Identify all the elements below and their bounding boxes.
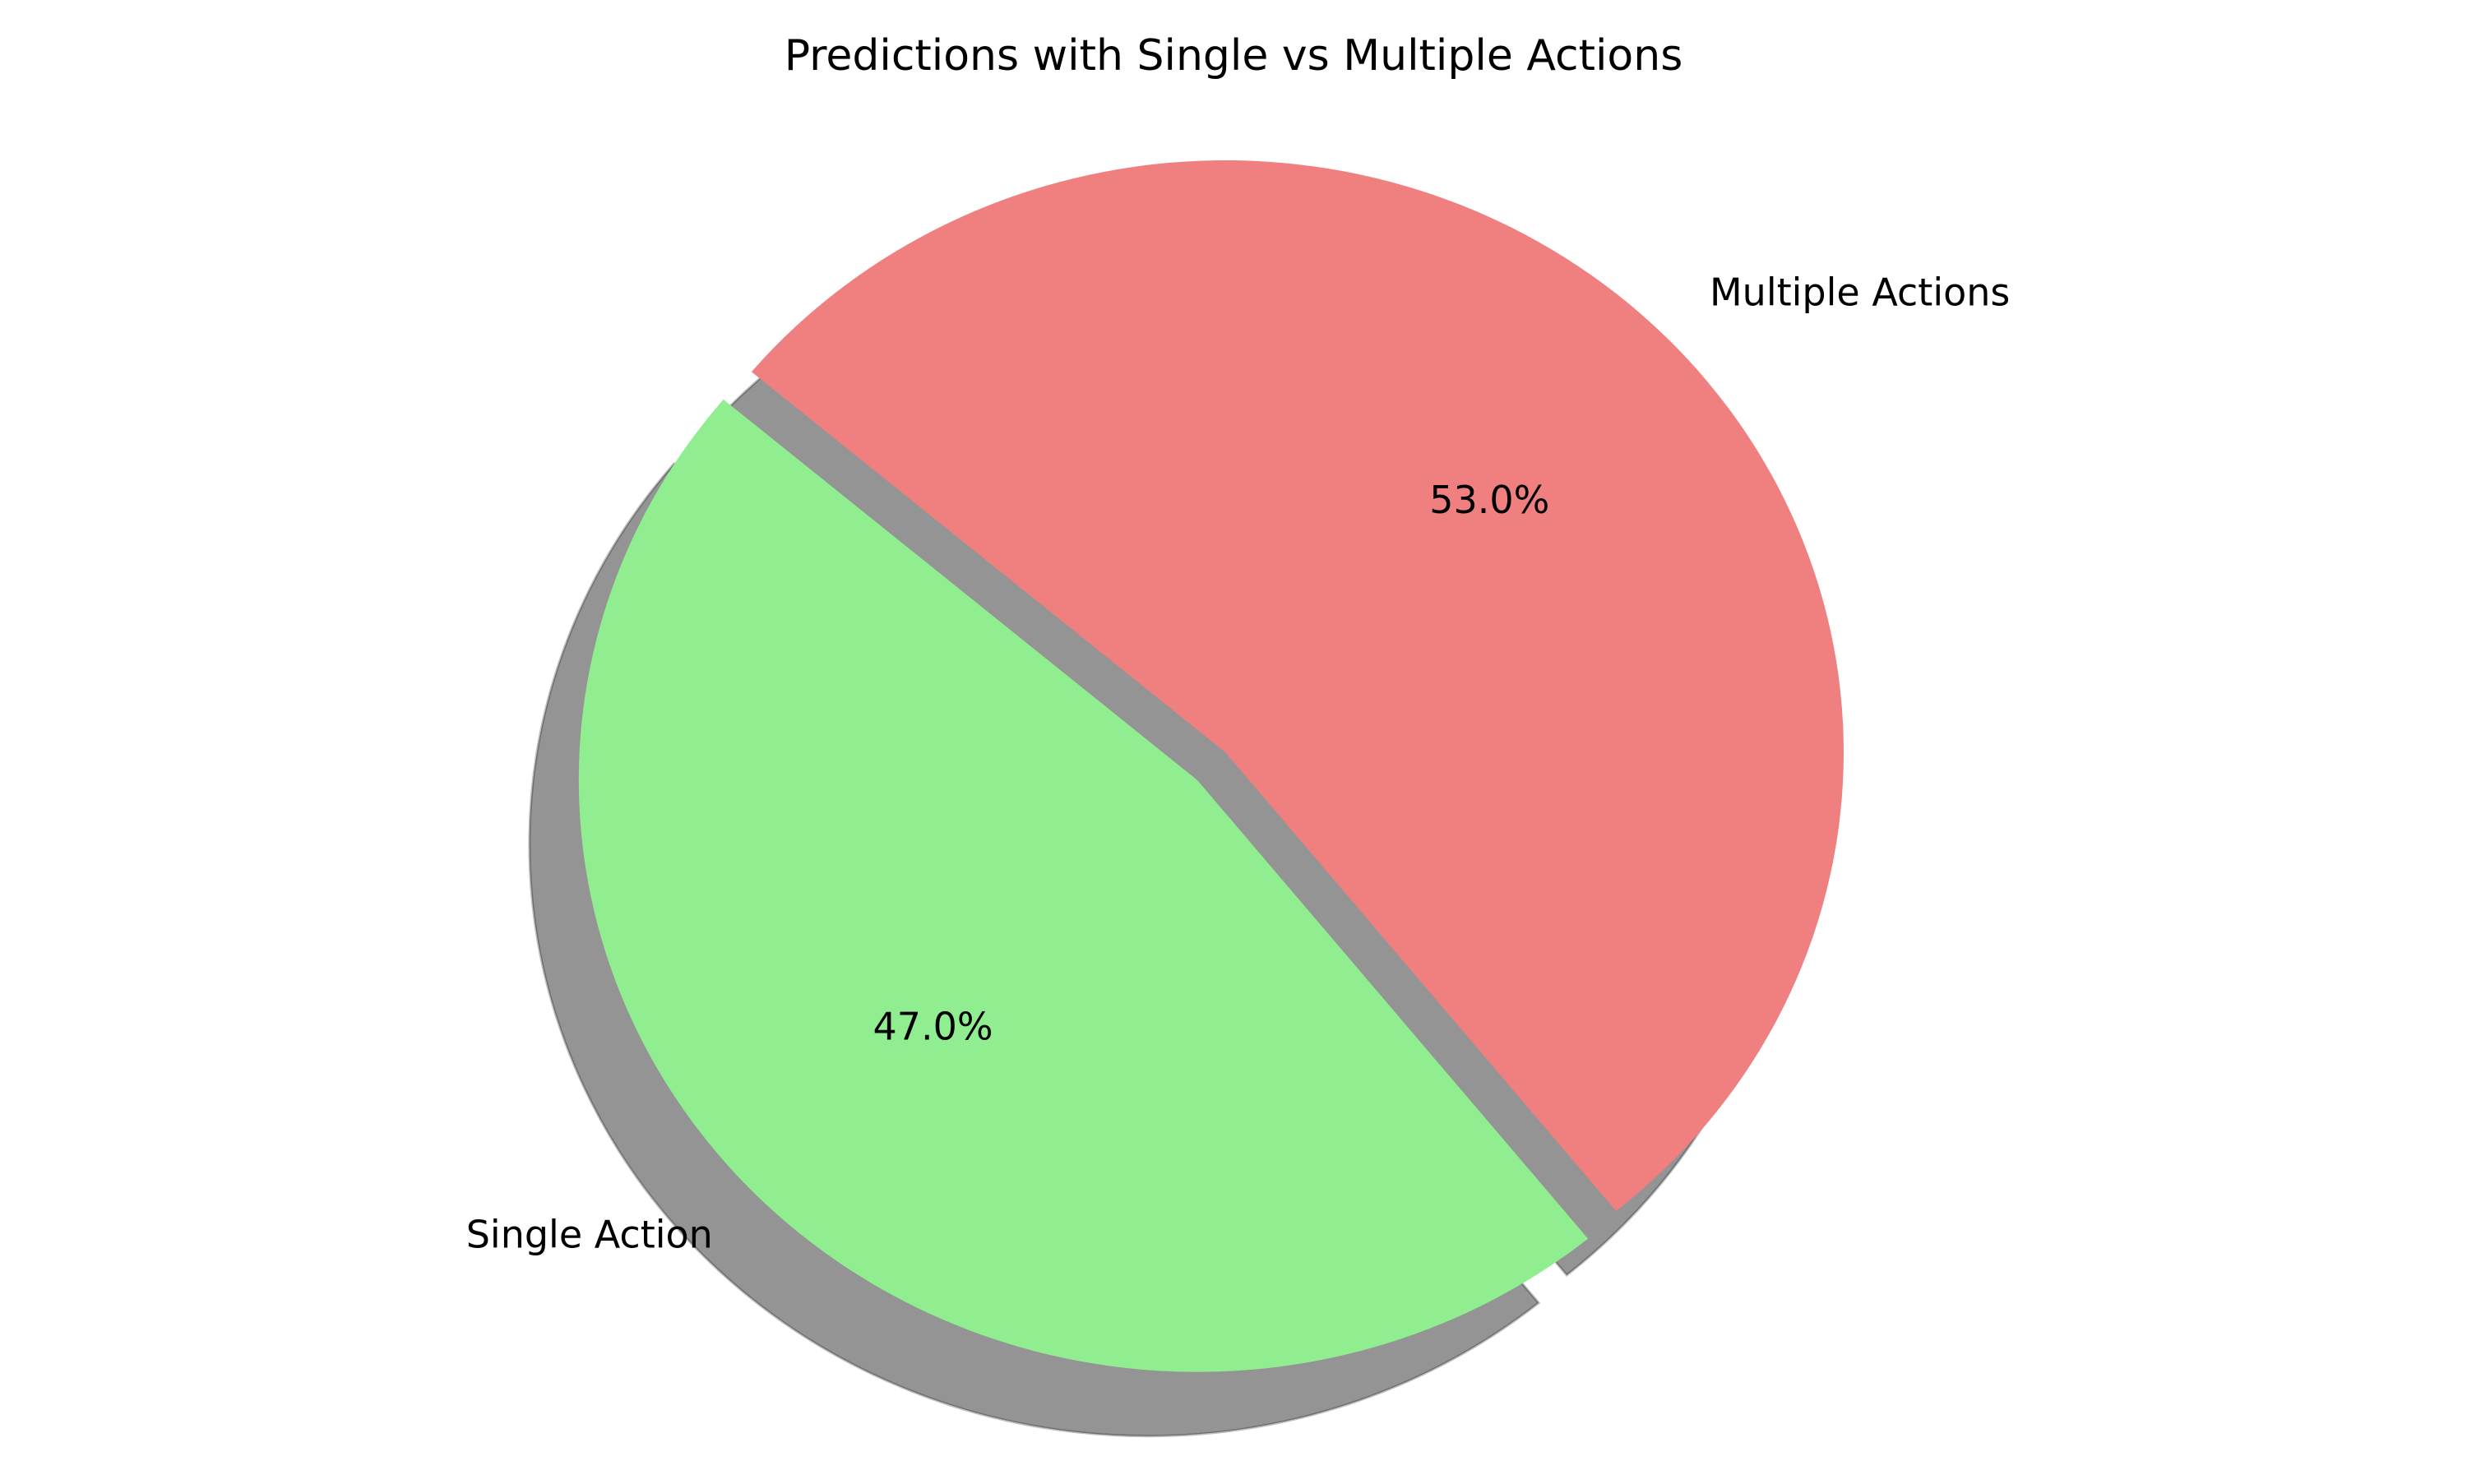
percent-label-multiple-actions: 53.0% <box>1429 478 1549 522</box>
percent-label-single-action: 47.0% <box>872 1005 993 1049</box>
slice-layer <box>578 160 1844 1372</box>
pie-slice-multiple-actions <box>751 160 1844 1211</box>
category-label-single-action: Single Action <box>466 1212 713 1256</box>
category-label-multiple-actions: Multiple Actions <box>1710 270 2010 314</box>
pie-slice-single-action <box>578 399 1589 1372</box>
label-layer: Single Action 47.0% Multiple Actions 53.0% <box>466 270 2011 1256</box>
chart-title: Predictions with Single vs Multiple Acti… <box>785 31 1683 81</box>
